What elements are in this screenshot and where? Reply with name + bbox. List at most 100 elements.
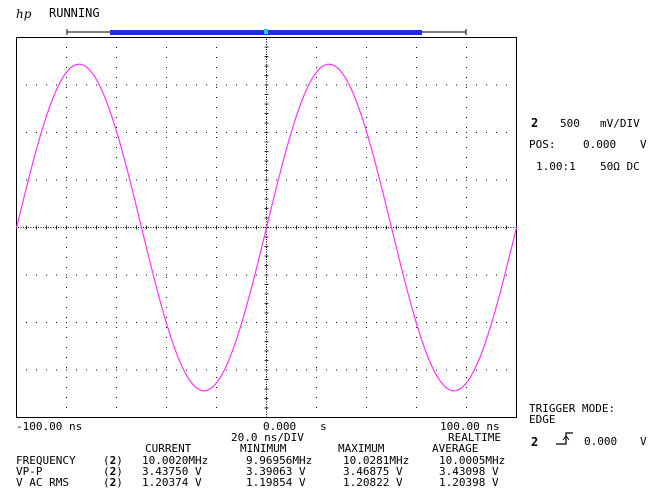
graticule-dot — [366, 84, 367, 86]
graticule-dot — [506, 274, 507, 276]
trigger-level[interactable]: 0.000 — [584, 435, 618, 448]
channel-coupling[interactable]: 50Ω DC — [600, 160, 640, 173]
graticule-dot — [216, 237, 217, 238]
graticule-dot — [43, 227, 44, 228]
graticule-dot — [370, 227, 372, 228]
graticule-dot — [266, 114, 267, 115]
graticule-dot — [166, 237, 167, 238]
graticule-dot — [266, 124, 267, 125]
measurement-maximum: 3.46875 V — [343, 465, 403, 478]
graticule-dot — [218, 227, 219, 228]
graticule-dot — [83, 227, 84, 228]
graticule-dot — [66, 127, 67, 128]
graticule-dot — [336, 369, 337, 371]
graticule-dot — [266, 221, 267, 223]
graticule-dot — [316, 337, 317, 338]
graticule-dot — [86, 179, 87, 181]
graticule-dot — [426, 274, 427, 276]
graticule-dot — [186, 274, 187, 276]
center-time-value[interactable]: 0.000 — [263, 420, 297, 433]
graticule-dot — [38, 227, 39, 228]
graticule-dot — [276, 274, 277, 276]
graticule-dot — [166, 407, 167, 408]
trigger-level-unit: V — [640, 435, 647, 448]
graticule-dot — [66, 117, 67, 118]
graticule-dot — [436, 322, 437, 323]
graticule-dot — [166, 167, 167, 168]
graticule-dot — [200, 227, 202, 228]
graticule-dot — [416, 57, 417, 58]
graticule-dot — [466, 387, 467, 388]
graticule-dot — [216, 274, 217, 276]
graticule-dot — [446, 274, 447, 276]
graticule-dot — [316, 237, 317, 238]
graticule-dot — [416, 187, 417, 188]
graticule-dot — [266, 249, 267, 250]
graticule-dot — [466, 197, 467, 198]
graticule-dot — [356, 84, 357, 86]
graticule-dot — [416, 197, 417, 198]
measurement-maximum: 10.0281MHz — [343, 454, 410, 467]
graticule-dot — [110, 227, 112, 228]
measurement-average: 1.20398 V — [439, 476, 499, 489]
graticule-dot — [376, 132, 377, 133]
graticule-dot — [296, 274, 297, 276]
graticule-dot — [75, 227, 77, 228]
graticule-dot — [276, 369, 277, 371]
graticule-dot — [186, 369, 187, 371]
trigger-mode-value[interactable]: EDGE — [529, 413, 556, 426]
graticule-dot — [466, 274, 467, 276]
graticule-dot — [366, 67, 367, 68]
position-value[interactable]: 0.000 — [583, 138, 617, 151]
graticule-dot — [96, 179, 97, 181]
graticule-dot — [158, 227, 159, 228]
graticule-dot — [266, 84, 267, 85]
graticule-dot — [226, 132, 227, 133]
graticule-dot — [266, 216, 267, 218]
graticule-dot — [266, 339, 267, 340]
graticule-dot — [378, 227, 379, 228]
graticule-dot — [343, 227, 344, 228]
graticule-dot — [266, 386, 267, 388]
memory-bar — [66, 29, 467, 35]
graticule-dot — [466, 187, 467, 188]
graticule-dot — [166, 57, 167, 58]
graticule-dot — [420, 227, 422, 228]
graticule-dot — [216, 322, 217, 323]
graticule-dot — [366, 77, 367, 78]
graticule-dot — [266, 71, 267, 73]
graticule-dot — [166, 247, 167, 248]
graticule-dot — [226, 179, 227, 181]
graticule-dot — [66, 47, 67, 48]
timebase-per-div[interactable]: 20.0 ns/DIV — [231, 431, 304, 444]
graticule-dot — [103, 227, 104, 228]
graticule-dot — [126, 132, 127, 133]
graticule-dot — [316, 177, 317, 178]
measurement-maximum: 1.20822 V — [343, 476, 403, 489]
graticule-dot — [416, 274, 417, 276]
graticule-dot — [96, 84, 97, 86]
graticule-dot — [156, 274, 157, 276]
graticule-dot — [266, 144, 267, 145]
graticule-dot — [406, 132, 407, 133]
graticule-dot — [328, 227, 329, 228]
graticule-dot — [463, 227, 464, 228]
rising-edge-icon — [556, 432, 573, 445]
graticule-dot — [266, 231, 267, 233]
graticule-dot — [166, 357, 167, 358]
graticule-dot — [373, 227, 374, 228]
probe-ratio[interactable]: 1.00:1 — [536, 160, 576, 173]
channel-scale[interactable]: 500 — [560, 117, 580, 130]
graticule-dot — [266, 399, 267, 400]
graticule-dot — [466, 317, 467, 318]
graticule-dot — [30, 227, 32, 228]
graticule-dot — [93, 227, 94, 228]
graticule-dot — [466, 207, 467, 208]
graticule-dot — [385, 227, 387, 228]
graticule-dot — [375, 227, 377, 228]
graticule-dot — [266, 181, 267, 183]
graticule-dot — [266, 344, 267, 345]
graticule-dot — [266, 271, 267, 273]
graticule-dot — [340, 227, 342, 228]
graticule-dot — [403, 227, 404, 228]
